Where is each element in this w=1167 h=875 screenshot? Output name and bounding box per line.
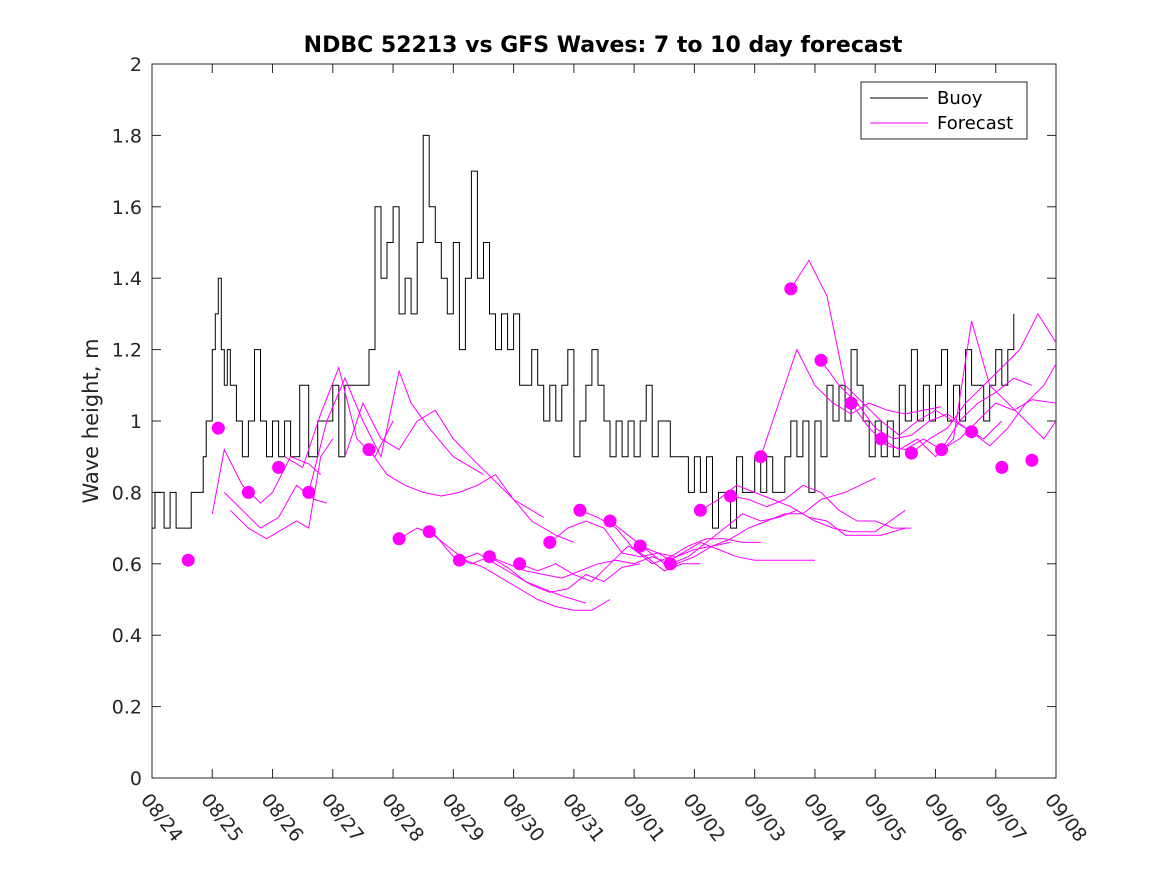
forecast-point	[272, 460, 286, 474]
forecast-line	[700, 484, 906, 536]
forecast-line	[211, 448, 322, 514]
forecast-point	[422, 525, 436, 539]
forecast-point	[663, 557, 677, 571]
forecast-point	[543, 535, 557, 549]
forecast-point	[483, 550, 496, 564]
forecast-point	[633, 539, 647, 553]
forecast-point	[844, 396, 858, 410]
y-tick-label: 1.2	[112, 340, 142, 362]
forecast-line	[911, 312, 1057, 454]
forecast-point	[241, 485, 255, 499]
forecast-line	[790, 259, 972, 436]
forecast-line	[670, 509, 906, 565]
forecast-line	[549, 520, 731, 558]
forecast-point	[302, 485, 316, 499]
forecast-point	[181, 553, 195, 567]
y-tick-label: 0.2	[112, 697, 142, 719]
forecast-point	[573, 503, 587, 517]
y-tick-label: 0.4	[112, 625, 142, 647]
legend: Buoy Forecast	[860, 81, 1028, 140]
forecast-point	[452, 553, 466, 567]
buoy-series	[152, 134, 1015, 529]
legend-forecast-label: Forecast	[937, 113, 1013, 134]
y-tick-label: 1.8	[112, 125, 142, 147]
forecast-line	[284, 365, 394, 469]
forecast-point	[392, 532, 406, 546]
y-tick-label: 0.8	[112, 482, 142, 504]
forecast-line	[880, 320, 1057, 458]
y-tick-label: 0	[130, 768, 142, 790]
forecast-point	[513, 557, 527, 571]
chart-title: NDBC 52213 vs GFS Waves: 7 to 10 day for…	[304, 33, 903, 58]
forecast-markers	[181, 282, 1039, 571]
forecast-point	[1025, 453, 1039, 467]
legend-box	[860, 81, 1028, 140]
forecast-point	[784, 282, 798, 296]
forecast-point	[874, 432, 888, 446]
forecast-line	[971, 363, 1057, 447]
forecast-line	[308, 369, 484, 493]
legend-buoy-label: Buoy	[937, 88, 983, 109]
y-tick-label: 1	[130, 411, 142, 433]
forecast-point	[693, 503, 707, 517]
forecast-point	[935, 443, 948, 457]
forecast-point	[754, 450, 768, 464]
forecast-line	[730, 484, 912, 529]
forecast-line	[229, 438, 334, 540]
forecast-line	[760, 348, 942, 457]
forecast-line	[368, 449, 575, 543]
forecast-line	[941, 399, 1057, 451]
y-tick-label: 2	[130, 54, 142, 76]
y-tick-label: 1.6	[112, 197, 142, 219]
forecast-point	[724, 489, 738, 503]
y-tick-label: 1.4	[112, 268, 142, 290]
forecast-point	[603, 514, 617, 528]
y-tick-label: 0.6	[112, 554, 142, 576]
y-axis-label: Wave height, m	[79, 338, 103, 503]
forecast-point	[211, 421, 225, 435]
forecast-point	[965, 425, 979, 439]
forecast-line	[223, 484, 327, 529]
forecast-point	[904, 446, 918, 460]
buoy-line	[152, 134, 1015, 529]
forecast-point	[995, 460, 1009, 474]
forecast-point	[814, 353, 828, 367]
forecast-line	[344, 401, 544, 518]
forecast-point	[362, 443, 376, 457]
